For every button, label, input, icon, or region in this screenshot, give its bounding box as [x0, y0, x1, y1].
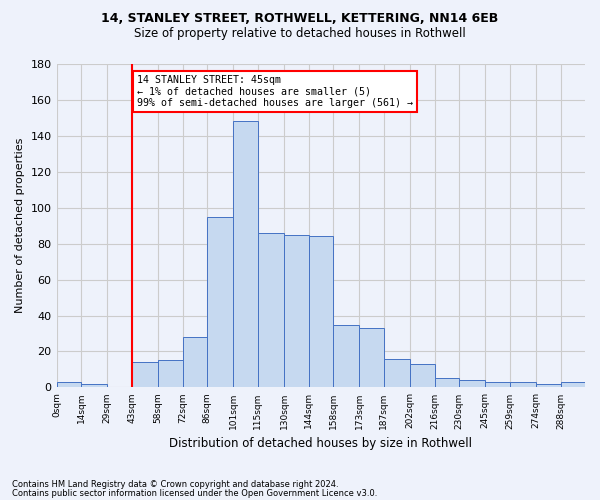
Text: Size of property relative to detached houses in Rothwell: Size of property relative to detached ho…: [134, 28, 466, 40]
Bar: [510, 382, 536, 388]
Bar: [158, 360, 182, 388]
Bar: [333, 324, 359, 388]
Text: Contains HM Land Registry data © Crown copyright and database right 2024.: Contains HM Land Registry data © Crown c…: [12, 480, 338, 489]
Bar: [359, 328, 384, 388]
Bar: [182, 337, 207, 388]
Bar: [485, 382, 510, 388]
Text: Contains public sector information licensed under the Open Government Licence v3: Contains public sector information licen…: [12, 489, 377, 498]
Bar: [132, 362, 158, 388]
Bar: [434, 378, 459, 388]
Bar: [384, 358, 410, 388]
Bar: [284, 234, 308, 388]
Bar: [56, 382, 81, 388]
Text: 14, STANLEY STREET, ROTHWELL, KETTERING, NN14 6EB: 14, STANLEY STREET, ROTHWELL, KETTERING,…: [101, 12, 499, 26]
Bar: [560, 382, 585, 388]
Y-axis label: Number of detached properties: Number of detached properties: [15, 138, 25, 314]
Bar: [536, 384, 560, 388]
Bar: [410, 364, 434, 388]
Bar: [207, 216, 233, 388]
Bar: [81, 384, 107, 388]
Bar: [459, 380, 485, 388]
Bar: [308, 236, 333, 388]
X-axis label: Distribution of detached houses by size in Rothwell: Distribution of detached houses by size …: [169, 437, 472, 450]
Bar: [233, 122, 258, 388]
Bar: [258, 233, 284, 388]
Text: 14 STANLEY STREET: 45sqm
← 1% of detached houses are smaller (5)
99% of semi-det: 14 STANLEY STREET: 45sqm ← 1% of detache…: [137, 75, 413, 108]
